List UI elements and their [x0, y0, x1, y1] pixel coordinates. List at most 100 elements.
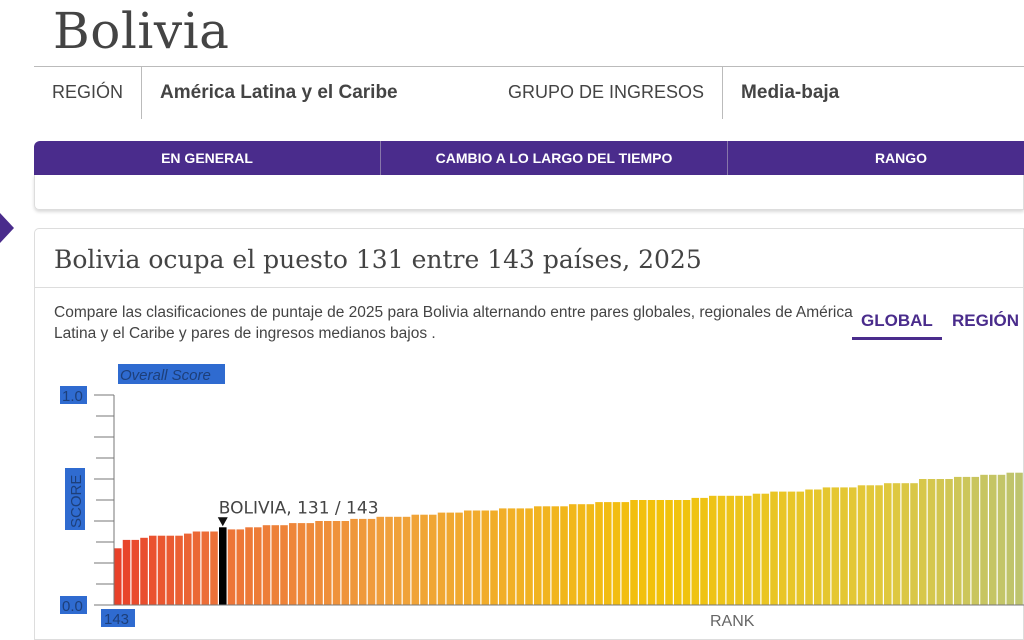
bar[interactable]: [621, 502, 630, 605]
tab-rank[interactable]: RANGO: [728, 141, 1024, 175]
bar[interactable]: [245, 527, 253, 605]
bar[interactable]: [332, 521, 341, 605]
toggle-region[interactable]: REGIÓN: [952, 311, 1020, 330]
bar[interactable]: [840, 487, 848, 605]
bar[interactable]: [236, 529, 245, 605]
bar[interactable]: [927, 479, 936, 605]
bar[interactable]: [752, 493, 761, 605]
bar[interactable]: [849, 487, 857, 605]
bar[interactable]: [350, 518, 358, 605]
bar[interactable]: [822, 487, 831, 605]
toggle-global[interactable]: GLOBAL: [852, 311, 942, 340]
bar[interactable]: [936, 479, 945, 605]
bar[interactable]: [595, 502, 603, 605]
bar[interactable]: [175, 535, 183, 605]
bar[interactable]: [411, 514, 420, 605]
bar[interactable]: [814, 489, 822, 606]
bar[interactable]: [709, 495, 717, 605]
bar[interactable]: [271, 525, 280, 605]
bar[interactable]: [831, 487, 840, 605]
bar[interactable]: [682, 500, 691, 605]
bar[interactable]: [630, 500, 638, 605]
bar[interactable]: [131, 539, 140, 605]
bar[interactable]: [612, 502, 621, 605]
bar[interactable]: [429, 514, 437, 605]
bar[interactable]: [962, 476, 971, 605]
bar[interactable]: [367, 518, 376, 605]
bar[interactable]: [665, 500, 673, 605]
bar[interactable]: [700, 497, 708, 605]
bar[interactable]: [306, 523, 315, 605]
bar[interactable]: [324, 521, 332, 605]
bar[interactable]: [289, 523, 297, 605]
bar[interactable]: [420, 514, 428, 605]
bar[interactable]: [787, 491, 796, 605]
tab-change-over-time[interactable]: CAMBIO A LO LARGO DEL TIEMPO: [381, 141, 728, 175]
bar[interactable]: [184, 533, 192, 605]
bar[interactable]: [534, 506, 542, 605]
bar[interactable]: [604, 502, 612, 605]
bar[interactable]: [472, 510, 481, 606]
bar[interactable]: [980, 474, 988, 605]
bar[interactable]: [866, 485, 875, 605]
bar[interactable]: [490, 510, 498, 606]
bar[interactable]: [726, 495, 735, 605]
bar[interactable]: [910, 483, 918, 605]
bar[interactable]: [359, 518, 367, 605]
bar[interactable]: [140, 537, 148, 605]
bar[interactable]: [499, 508, 507, 605]
bar[interactable]: [516, 508, 525, 605]
bar[interactable]: [437, 512, 446, 605]
bar[interactable]: [560, 506, 568, 605]
bar[interactable]: [770, 491, 778, 605]
bar[interactable]: [192, 531, 201, 606]
bar[interactable]: [919, 479, 927, 605]
tab-overall[interactable]: EN GENERAL: [34, 141, 381, 175]
bar[interactable]: [376, 516, 385, 605]
bar[interactable]: [525, 508, 533, 605]
bar[interactable]: [464, 510, 472, 606]
bar[interactable]: [122, 539, 131, 605]
bar[interactable]: [997, 474, 1006, 605]
bar[interactable]: [761, 493, 770, 605]
bar[interactable]: [341, 521, 350, 605]
bar[interactable]: [875, 485, 883, 605]
bar[interactable]: [901, 483, 910, 605]
bar[interactable]: [674, 500, 682, 605]
bar[interactable]: [157, 535, 166, 605]
bar[interactable]: [945, 479, 953, 605]
bar[interactable]: [315, 521, 323, 605]
bar[interactable]: [577, 504, 586, 605]
bar[interactable]: [210, 531, 218, 606]
bar[interactable]: [586, 504, 595, 605]
bar[interactable]: [149, 535, 157, 605]
bar[interactable]: [114, 548, 122, 605]
bar-highlighted[interactable]: [219, 527, 227, 605]
bar[interactable]: [884, 483, 892, 605]
bar[interactable]: [507, 508, 516, 605]
bar[interactable]: [717, 495, 726, 605]
bar[interactable]: [1006, 472, 1015, 605]
bar[interactable]: [402, 516, 411, 605]
bar[interactable]: [227, 529, 236, 605]
bar[interactable]: [297, 523, 306, 605]
bar[interactable]: [892, 483, 901, 605]
bar[interactable]: [385, 516, 393, 605]
bar[interactable]: [691, 497, 700, 605]
bar[interactable]: [455, 512, 463, 605]
bar[interactable]: [262, 525, 271, 605]
bar[interactable]: [481, 510, 490, 606]
bar[interactable]: [639, 500, 647, 605]
bar[interactable]: [744, 495, 752, 605]
bar[interactable]: [971, 476, 980, 605]
bar[interactable]: [280, 525, 288, 605]
bar[interactable]: [805, 489, 813, 606]
bar[interactable]: [551, 506, 560, 605]
bar[interactable]: [954, 476, 962, 605]
bar[interactable]: [166, 535, 175, 605]
bar[interactable]: [254, 527, 262, 605]
bar[interactable]: [656, 500, 665, 605]
bar[interactable]: [779, 491, 787, 605]
bar[interactable]: [735, 495, 743, 605]
bar[interactable]: [394, 516, 402, 605]
